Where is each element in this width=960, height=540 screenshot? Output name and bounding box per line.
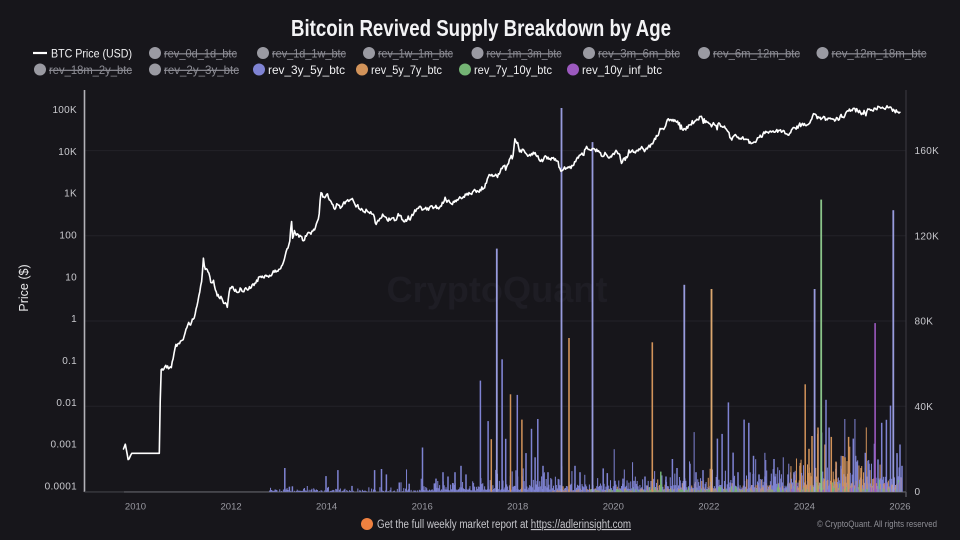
svg-text:BTC Price (USD): BTC Price (USD): [51, 47, 132, 61]
svg-text:Get the full weekly market rep: Get the full weekly market report at htt…: [377, 519, 631, 531]
svg-text:2014: 2014: [316, 502, 337, 513]
svg-text:0.001: 0.001: [50, 440, 77, 451]
svg-text:rev_10y_inf_btc: rev_10y_inf_btc: [582, 63, 662, 77]
svg-text:rev_0d_1d_btc: rev_0d_1d_btc: [164, 47, 237, 61]
svg-text:1K: 1K: [64, 189, 77, 200]
svg-text:2022: 2022: [698, 502, 719, 513]
svg-text:10K: 10K: [58, 147, 77, 158]
svg-text:2024: 2024: [794, 502, 815, 513]
svg-text:Price ($): Price ($): [17, 264, 31, 311]
svg-text:100K: 100K: [52, 105, 77, 116]
svg-text:rev_1w_1m_btc: rev_1w_1m_btc: [378, 47, 453, 61]
svg-text:rev_5y_7y_btc: rev_5y_7y_btc: [371, 63, 442, 77]
svg-text:2012: 2012: [221, 502, 242, 513]
svg-text:120K: 120K: [915, 231, 940, 242]
svg-text:rev_2y_3y_btc: rev_2y_3y_btc: [164, 63, 239, 77]
svg-text:rev_6m_12m_btc: rev_6m_12m_btc: [713, 47, 800, 61]
svg-text:40K: 40K: [915, 402, 934, 413]
svg-text:2018: 2018: [507, 502, 528, 513]
svg-text:2016: 2016: [412, 502, 433, 513]
svg-text:Bitcoin Revived Supply Breakdo: Bitcoin Revived Supply Breakdown by Age: [291, 15, 671, 41]
svg-text:© CryptoQuant. All rights rese: © CryptoQuant. All rights reserved: [817, 519, 937, 530]
svg-text:rev_7y_10y_btc: rev_7y_10y_btc: [474, 63, 552, 77]
svg-text:0.0001: 0.0001: [45, 481, 78, 492]
svg-text:2026: 2026: [889, 502, 910, 513]
svg-text:100: 100: [59, 230, 77, 241]
svg-text:rev_1d_1w_btc: rev_1d_1w_btc: [272, 47, 346, 61]
svg-text:rev_3m_6m_btc: rev_3m_6m_btc: [598, 47, 680, 61]
svg-text:2020: 2020: [603, 502, 624, 513]
svg-text:0: 0: [915, 487, 921, 498]
svg-text:2010: 2010: [125, 502, 146, 513]
svg-text:160K: 160K: [915, 146, 940, 157]
svg-text:rev_3y_5y_btc: rev_3y_5y_btc: [268, 63, 345, 77]
svg-text:rev_1m_3m_btc: rev_1m_3m_btc: [487, 47, 562, 61]
svg-text:10: 10: [65, 272, 77, 283]
svg-text:rev_12m_18m_btc: rev_12m_18m_btc: [832, 47, 927, 61]
svg-text:rev_18m_2y_btc: rev_18m_2y_btc: [49, 63, 132, 77]
svg-text:0.1: 0.1: [62, 356, 77, 367]
svg-text:1: 1: [71, 314, 77, 325]
svg-text:0.01: 0.01: [56, 398, 77, 409]
svg-text:80K: 80K: [915, 317, 934, 328]
